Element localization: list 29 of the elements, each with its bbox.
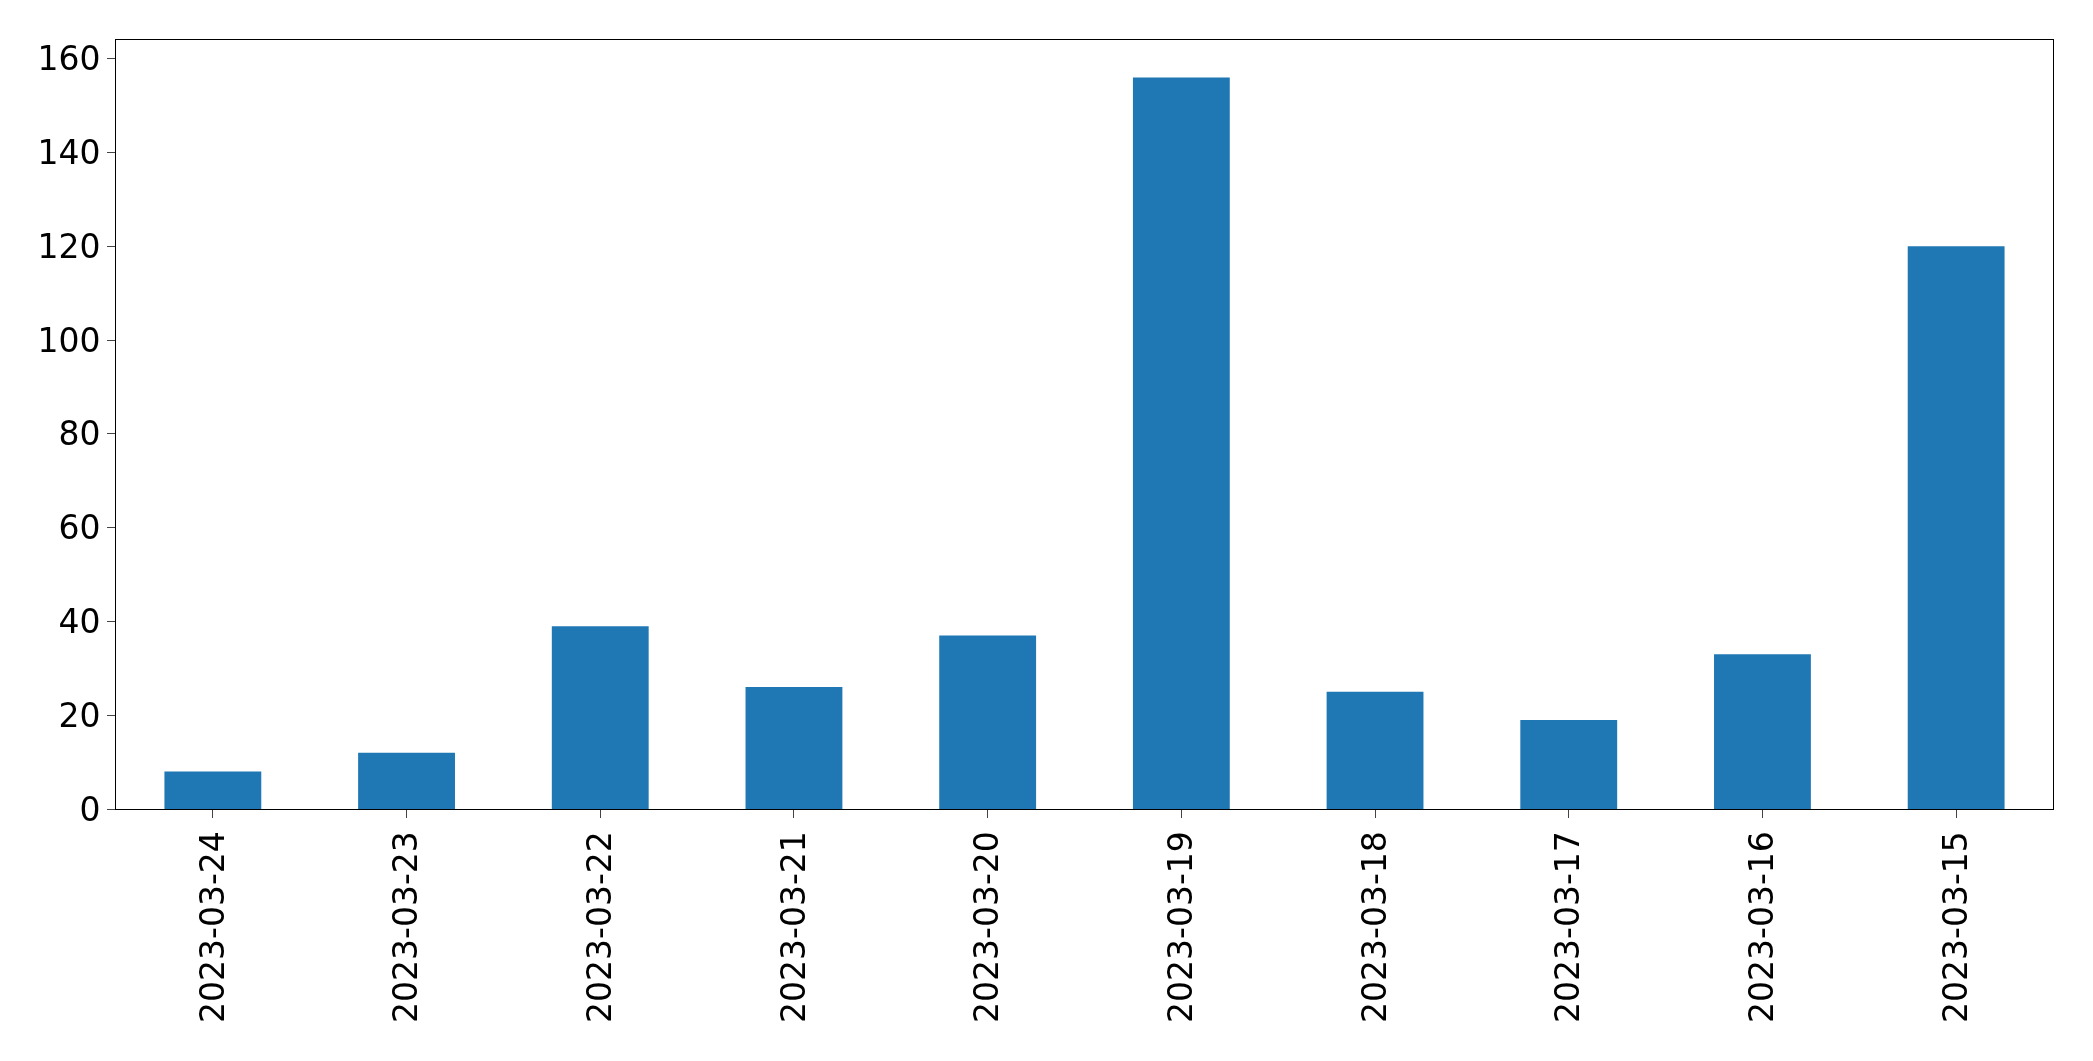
x-tick-label: 2023-03-21 bbox=[773, 831, 813, 1023]
y-tick-label: 80 bbox=[58, 414, 101, 454]
bar bbox=[1326, 691, 1424, 809]
bar bbox=[1132, 77, 1230, 809]
y-tick-label: 60 bbox=[58, 508, 101, 548]
y-tick-label: 20 bbox=[58, 695, 101, 735]
y-tick-label: 160 bbox=[37, 39, 101, 79]
y-tick-label: 100 bbox=[37, 320, 101, 360]
bar bbox=[164, 771, 262, 809]
bar bbox=[939, 635, 1037, 809]
bar bbox=[551, 626, 649, 809]
x-tick-label: 2023-03-22 bbox=[579, 831, 619, 1023]
x-tick-label: 2023-03-23 bbox=[386, 831, 426, 1023]
x-tick-label: 2023-03-19 bbox=[1161, 831, 1201, 1023]
y-tick-label: 120 bbox=[37, 226, 101, 266]
bar bbox=[358, 752, 455, 809]
bar bbox=[745, 687, 843, 809]
y-tick-label: 40 bbox=[58, 601, 101, 641]
x-tick-label: 2023-03-24 bbox=[192, 831, 232, 1023]
x-tick-label: 2023-03-20 bbox=[967, 831, 1007, 1023]
bar bbox=[1520, 719, 1618, 809]
x-tick-label: 2023-03-15 bbox=[1935, 831, 1975, 1023]
x-tick-label: 2023-03-18 bbox=[1354, 831, 1394, 1023]
x-tick-label: 2023-03-16 bbox=[1742, 831, 1782, 1023]
bar bbox=[1714, 654, 1811, 809]
x-tick-label: 2023-03-17 bbox=[1548, 831, 1588, 1023]
bar bbox=[1907, 246, 2005, 809]
y-tick-label: 0 bbox=[79, 789, 101, 829]
y-tick-label: 140 bbox=[37, 133, 101, 173]
